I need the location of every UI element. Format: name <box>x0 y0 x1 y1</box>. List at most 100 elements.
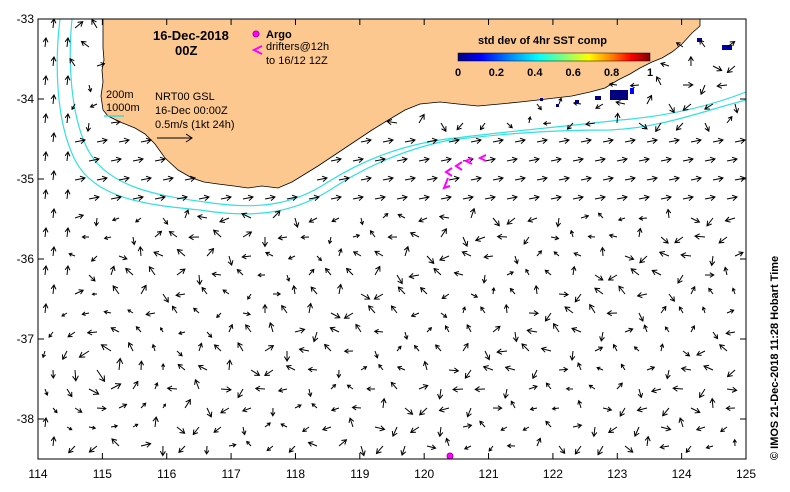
current-arrow <box>545 420 552 428</box>
current-arrow <box>426 444 437 450</box>
current-arrow <box>426 137 438 144</box>
current-arrow <box>550 235 560 241</box>
current-arrow <box>247 293 252 300</box>
current-arrow <box>588 384 596 390</box>
current-arrow <box>162 217 169 225</box>
current-arrow <box>712 137 724 144</box>
current-arrow <box>440 156 452 163</box>
current-arrow <box>311 403 318 409</box>
current-arrow <box>694 233 706 240</box>
current-arrow <box>466 407 472 418</box>
current-arrow <box>50 56 57 67</box>
current-arrow <box>352 233 361 239</box>
current-arrow <box>597 445 604 456</box>
current-arrow <box>504 365 516 372</box>
current-arrow <box>188 234 200 241</box>
current-arrow <box>132 423 139 428</box>
current-arrow <box>569 229 575 238</box>
current-arrow <box>659 444 670 450</box>
current-arrow <box>439 255 450 262</box>
current-arrow <box>723 266 729 276</box>
current-arrow <box>418 194 430 201</box>
current-arrow <box>294 327 306 334</box>
current-arrow <box>382 137 394 144</box>
current-arrow <box>638 122 648 130</box>
current-arrow <box>566 122 574 130</box>
current-arrow <box>216 312 222 319</box>
current-arrow <box>462 342 469 352</box>
current-arrow <box>718 344 728 352</box>
current-arrow <box>571 265 577 276</box>
y-tick-label: -35 <box>17 172 35 186</box>
current-arrow <box>308 268 315 276</box>
current-arrow <box>91 19 98 29</box>
current-arrow <box>42 227 49 238</box>
current-arrow <box>624 327 634 333</box>
current-arrow <box>50 284 57 295</box>
current-arrow <box>268 321 275 333</box>
current-arrow <box>624 175 636 182</box>
current-arrow <box>321 425 332 432</box>
current-arrow <box>496 348 508 355</box>
current-arrow <box>481 274 487 284</box>
current-arrow <box>536 250 543 257</box>
current-arrow <box>281 304 288 314</box>
x-tick-label: 123 <box>607 467 627 481</box>
current-arrow <box>237 341 244 352</box>
current-arrow <box>103 309 112 315</box>
current-arrow <box>705 444 714 450</box>
current-arrow <box>86 329 98 336</box>
current-arrow <box>50 436 57 447</box>
current-arrow <box>50 132 57 143</box>
current-arrow <box>682 81 694 88</box>
current-arrow <box>660 236 669 244</box>
current-arrow <box>552 322 560 333</box>
current-arrow <box>262 303 268 314</box>
current-arrow <box>437 426 444 438</box>
current-arrow <box>184 398 191 409</box>
current-arrow <box>506 194 518 201</box>
current-arrow <box>464 369 472 379</box>
scale-arrow <box>157 133 193 143</box>
current-arrow <box>360 293 371 300</box>
current-arrow <box>184 209 190 219</box>
current-arrow <box>193 307 200 314</box>
current-arrow <box>71 103 76 111</box>
current-arrow <box>523 236 530 245</box>
argo-legend-label: Argo <box>266 29 292 41</box>
current-arrow <box>533 284 540 295</box>
current-arrow <box>241 212 252 219</box>
current-arrow <box>74 175 86 182</box>
current-arrow <box>337 283 343 295</box>
current-arrow <box>246 440 252 447</box>
current-arrow <box>646 175 658 182</box>
current-arrow <box>595 103 604 109</box>
current-arrow <box>44 388 49 396</box>
current-arrow <box>479 122 486 131</box>
current-arrow <box>89 103 98 108</box>
current-arrow <box>506 122 513 129</box>
current-arrow <box>88 274 96 282</box>
current-arrow <box>591 426 598 438</box>
current-arrow <box>704 194 716 201</box>
current-arrow <box>140 284 147 295</box>
current-arrow <box>242 311 252 317</box>
current-arrow <box>688 55 694 67</box>
current-arrow <box>266 445 274 452</box>
current-arrow <box>726 369 736 378</box>
current-arrow <box>177 363 186 371</box>
current-arrow <box>624 445 634 453</box>
current-arrow <box>668 293 676 302</box>
current-arrow <box>369 230 376 238</box>
current-arrow <box>88 425 97 430</box>
current-arrow <box>374 250 384 257</box>
x-tick-label: 117 <box>222 467 241 481</box>
current-arrow <box>668 103 675 114</box>
current-arrow <box>74 407 83 413</box>
current-arrow <box>418 217 428 223</box>
current-arrow <box>396 345 402 352</box>
x-tick-label: 121 <box>479 467 499 481</box>
current-arrow <box>110 383 122 390</box>
current-arrow <box>408 272 420 280</box>
current-arrow <box>264 194 276 201</box>
